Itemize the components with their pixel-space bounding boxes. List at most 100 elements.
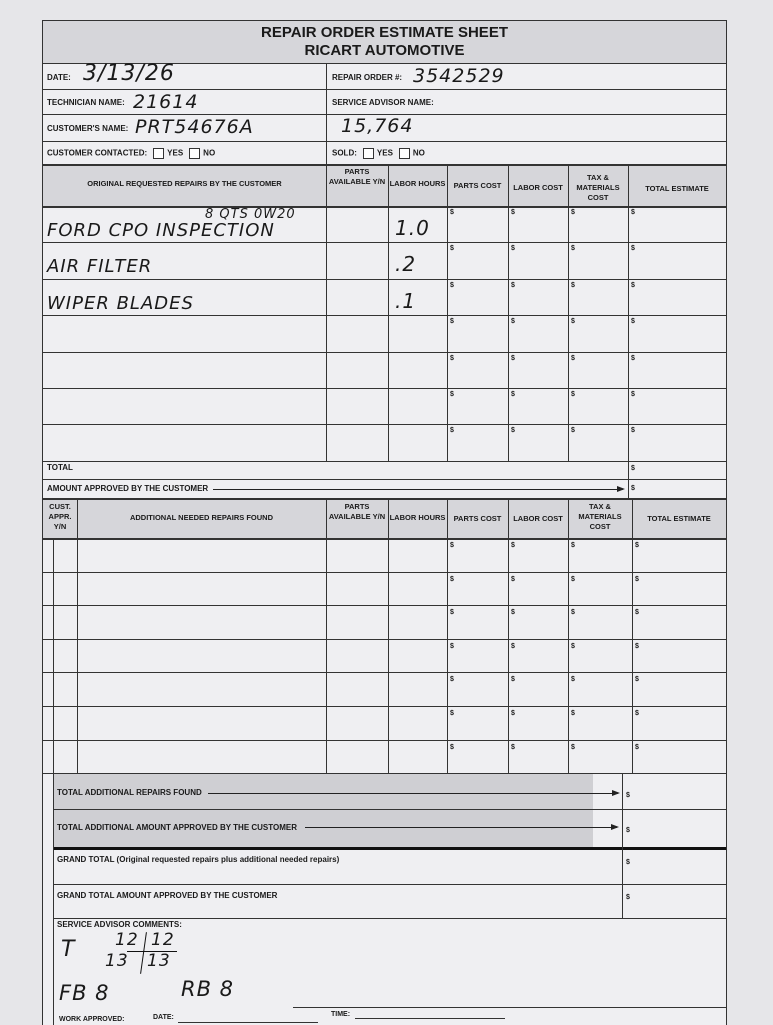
total-additional-found-label: TOTAL ADDITIONAL REPAIRS FOUND xyxy=(57,788,202,797)
col-parts-cost: PARTS COST xyxy=(453,181,502,190)
total-dollar: $ xyxy=(631,465,635,472)
estimate-form: REPAIR ORDER ESTIMATE SHEET RICART AUTOM… xyxy=(42,20,727,1025)
row-divider xyxy=(43,672,726,674)
col-tax-materials-2: TAX & MATERIALS COST xyxy=(578,502,622,531)
currency-symbol: $ xyxy=(511,642,515,650)
divider xyxy=(628,461,629,498)
repair-value[interactable]: FORD CPO INSPECTION xyxy=(47,220,275,241)
currency-symbol: $ xyxy=(635,710,639,717)
currency-symbol: $ xyxy=(450,427,454,435)
currency-symbol: $ xyxy=(450,281,454,289)
divider xyxy=(53,809,726,810)
currency-symbol: $ xyxy=(511,354,515,362)
column-divider xyxy=(388,498,389,774)
date-line xyxy=(178,1022,318,1023)
divider xyxy=(293,1007,726,1008)
labor-hours-value[interactable]: .1 xyxy=(395,288,417,313)
currency-symbol: $ xyxy=(450,391,454,398)
date-value[interactable]: 3/13/26 xyxy=(83,61,175,86)
row-divider xyxy=(43,460,726,462)
grand-total-dollar: $ xyxy=(626,859,630,866)
contacted-yes-checkbox[interactable] xyxy=(153,148,165,159)
currency-symbol: $ xyxy=(450,354,454,362)
currency-symbol: $ xyxy=(511,743,515,751)
divider xyxy=(43,89,726,90)
grand-total-label: GRAND TOTAL (Original requested repairs … xyxy=(57,855,340,864)
yes-label: YES xyxy=(376,148,393,158)
col-labor-hours: LABOR HOURS xyxy=(389,179,446,188)
labor-hours-value[interactable]: 1.0 xyxy=(395,216,430,240)
column-divider xyxy=(388,164,389,461)
grand-approved-dollar: $ xyxy=(626,894,630,901)
row-divider xyxy=(43,706,726,707)
divider xyxy=(43,538,726,540)
col-total-estimate-2: TOTAL ESTIMATE xyxy=(647,514,711,523)
currency-symbol: $ xyxy=(571,676,575,684)
divider xyxy=(43,63,726,64)
divider xyxy=(53,847,726,850)
column-divider xyxy=(326,164,327,461)
repair-order-label: REPAIR ORDER #: xyxy=(332,73,403,82)
total-label: TOTAL xyxy=(47,463,73,472)
row-divider xyxy=(43,315,726,317)
currency-symbol: $ xyxy=(511,542,515,549)
mileage-value[interactable]: 15,764 xyxy=(341,115,414,137)
column-divider xyxy=(508,164,509,461)
additional-header-band xyxy=(43,498,726,538)
comments-label: SERVICE ADVISOR COMMENTS: xyxy=(57,920,182,929)
column-divider xyxy=(632,498,633,774)
additional-approved-dollar: $ xyxy=(626,827,630,834)
col-cust-approved: CUST. APPR. Y/N xyxy=(48,502,72,531)
col-labor-cost-2: LABOR COST xyxy=(513,514,563,523)
currency-symbol: $ xyxy=(635,575,639,583)
work-approved-label: WORK APPROVED: xyxy=(59,1016,125,1023)
repair-value[interactable]: WIPER BLADES xyxy=(47,292,194,314)
divider xyxy=(53,918,726,919)
row-divider xyxy=(43,278,726,280)
repair-value[interactable]: AIR FILTER xyxy=(47,256,153,278)
sold-yes-checkbox[interactable] xyxy=(362,148,374,159)
currency-symbol: $ xyxy=(635,676,639,684)
currency-symbol: $ xyxy=(450,609,454,617)
currency-symbol: $ xyxy=(511,245,515,253)
technician-label: TECHNICIAN NAME: xyxy=(47,98,125,107)
currency-symbol: $ xyxy=(511,318,515,326)
sold-label: SOLD: xyxy=(332,148,357,158)
technician-value[interactable]: 21614 xyxy=(133,91,199,113)
labor-hours-value[interactable]: .2 xyxy=(395,252,417,277)
row-divider xyxy=(43,605,726,607)
divider xyxy=(43,498,726,500)
column-divider xyxy=(326,498,327,774)
currency-symbol: $ xyxy=(631,281,635,289)
sold-no-checkbox[interactable] xyxy=(398,148,410,159)
row-divider xyxy=(43,739,726,741)
column-divider xyxy=(508,498,509,774)
contacted-no-checkbox[interactable] xyxy=(189,148,201,159)
original-header-band xyxy=(43,164,726,206)
customer-contacted: CUSTOMER CONTACTED: YES NO xyxy=(47,148,215,159)
divider xyxy=(326,63,327,164)
repair-order-value[interactable]: 3542529 xyxy=(413,65,505,87)
currency-symbol: $ xyxy=(571,710,575,717)
row-divider xyxy=(43,424,726,426)
divider xyxy=(622,773,623,918)
service-advisor-label: SERVICE ADVISOR NAME: xyxy=(332,98,434,107)
currency-symbol: $ xyxy=(635,542,639,549)
currency-symbol: $ xyxy=(571,391,575,398)
column-divider xyxy=(447,498,448,774)
currency-symbol: $ xyxy=(511,575,515,583)
currency-symbol: $ xyxy=(450,743,454,751)
currency-symbol: $ xyxy=(571,245,575,253)
currency-symbol: $ xyxy=(631,391,635,398)
divider xyxy=(43,479,726,480)
customer-value[interactable]: PRT54676A xyxy=(135,116,254,138)
currency-symbol: $ xyxy=(511,427,515,435)
currency-symbol: $ xyxy=(511,209,515,216)
currency-symbol: $ xyxy=(571,642,575,650)
column-divider xyxy=(77,498,78,774)
currency-symbol: $ xyxy=(450,542,454,549)
additional-totals-band xyxy=(53,773,593,847)
approved-dollar: $ xyxy=(631,485,635,492)
currency-symbol: $ xyxy=(571,209,575,216)
column-divider xyxy=(568,498,569,774)
